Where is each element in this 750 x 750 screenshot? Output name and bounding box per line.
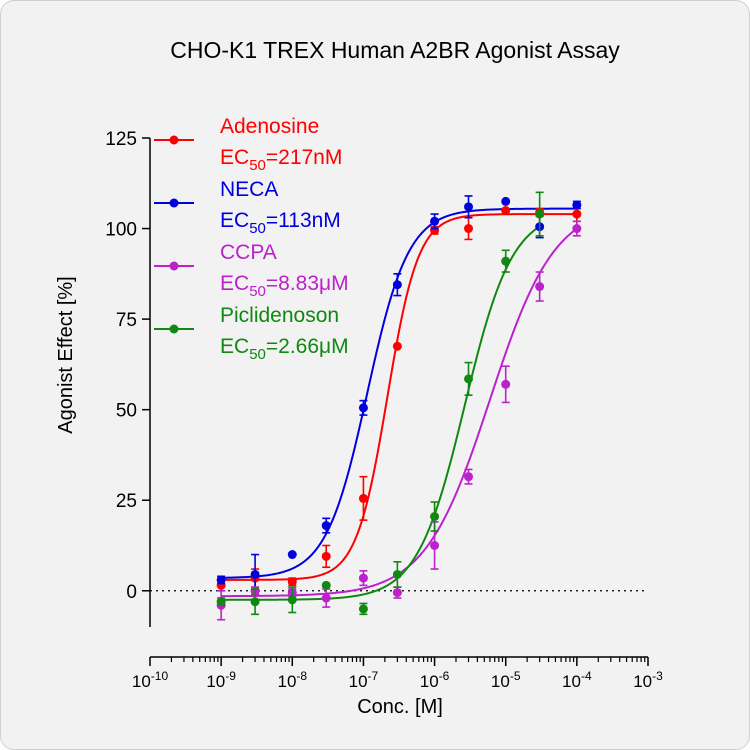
fit-curves <box>221 207 578 601</box>
y-axis-label: Agonist Effect [%] <box>55 276 77 434</box>
legend-series-name: NECA <box>220 178 278 201</box>
data-point-piclidenoson <box>250 597 260 607</box>
legend-series-name: Piclidenoson <box>220 304 339 327</box>
data-point-neca <box>287 550 297 560</box>
data-point-neca <box>501 196 511 206</box>
y-tick-label: 0 <box>126 582 137 603</box>
x-tick-label: 10-8 <box>277 669 307 691</box>
data-point-piclidenoson <box>501 256 511 266</box>
fit-curve-adenosine <box>221 213 577 581</box>
y-tick-label: 125 <box>105 129 137 150</box>
fit-curve-piclidenoson <box>221 225 541 601</box>
y-tick-label: 25 <box>116 491 137 512</box>
x-tick-label: 10-3 <box>633 669 663 691</box>
data-point-adenosine <box>287 577 297 587</box>
data-point-adenosine <box>464 224 474 234</box>
legend-series-name: CCPA <box>220 241 277 264</box>
legend-marker <box>169 198 179 208</box>
data-point-piclidenoson <box>430 512 440 522</box>
data-point-neca <box>464 202 474 212</box>
legend-ec50: EC50=2.66μM <box>220 335 349 363</box>
data-point-adenosine <box>321 551 331 561</box>
legend-ec50: EC50=217nM <box>220 146 342 174</box>
data-point-neca <box>216 575 226 585</box>
x-tick-label: 10-7 <box>349 669 379 691</box>
data-point-neca <box>250 569 260 579</box>
x-tick-label: 10-4 <box>562 669 592 691</box>
fit-curve-neca <box>221 207 577 579</box>
data-point-adenosine <box>501 205 511 215</box>
data-point-piclidenoson <box>464 374 474 384</box>
data-point-piclidenoson <box>392 569 402 579</box>
data-point-adenosine <box>572 209 582 219</box>
y-tick-label: 75 <box>116 310 137 331</box>
x-tick-label: 10-5 <box>491 669 521 691</box>
data-point-ccpa <box>430 541 440 550</box>
data-points <box>216 191 582 621</box>
data-point-neca <box>358 403 368 413</box>
data-point-adenosine <box>358 493 368 503</box>
data-point-ccpa <box>358 573 368 583</box>
x-tick-label: 10-10 <box>132 669 169 691</box>
legend-ec50: EC50=8.83μM <box>220 272 349 300</box>
chart-title: CHO-K1 TREX Human A2BR Agonist Assay <box>170 37 620 63</box>
data-point-ccpa <box>572 224 582 234</box>
data-point-piclidenoson <box>216 597 226 607</box>
x-tick-label: 10-6 <box>420 669 450 691</box>
data-point-ccpa <box>392 588 402 598</box>
data-point-ccpa <box>535 282 545 292</box>
data-point-neca <box>572 200 582 210</box>
data-point-neca <box>430 216 440 226</box>
legend-marker <box>169 324 179 334</box>
legend-marker <box>169 261 179 271</box>
data-point-ccpa <box>464 472 474 482</box>
data-point-ccpa <box>501 379 511 389</box>
data-point-ccpa <box>321 593 331 603</box>
data-point-piclidenoson <box>535 209 545 219</box>
x-axis-label: Conc. [M] <box>357 696 443 718</box>
data-point-piclidenoson <box>287 595 297 605</box>
data-point-neca <box>392 280 402 290</box>
data-point-adenosine <box>392 341 402 351</box>
axes: 0 25 50 75 100 125 10-10 10-9 10-8 10-7 10-6 10-5 10… <box>105 129 663 691</box>
legend-ec50: EC50=113nM <box>220 209 341 237</box>
data-point-neca <box>321 521 331 531</box>
legend: Adenosine EC50=217nM NECA EC50=113nM CCPA EC5… <box>154 115 349 363</box>
legend-series-name: Adenosine <box>220 115 319 138</box>
data-point-piclidenoson <box>321 580 331 590</box>
data-point-piclidenoson <box>358 604 368 614</box>
y-tick-label: 100 <box>105 220 137 241</box>
x-tick-label: 10-9 <box>206 669 236 691</box>
y-tick-label: 50 <box>116 401 137 422</box>
legend-marker <box>169 135 179 145</box>
